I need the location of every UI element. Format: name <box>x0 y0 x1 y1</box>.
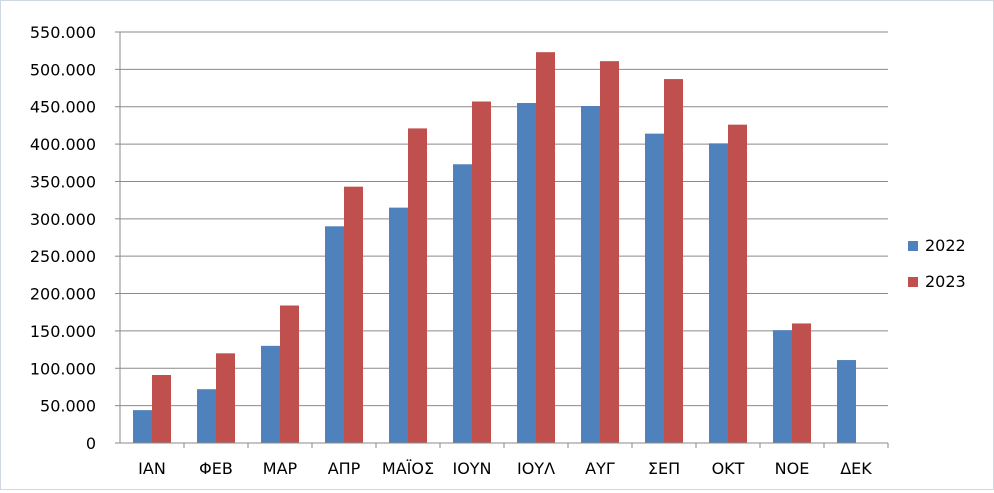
bar-2023-5 <box>408 128 427 443</box>
bar-2023-1 <box>152 374 171 443</box>
bars <box>133 52 856 444</box>
bar-2023-3 <box>280 305 299 443</box>
x-tick-label: ΙΟΥΛ <box>517 459 555 478</box>
legend-label: 2022 <box>925 236 966 255</box>
y-tick-label: 300.000 <box>30 210 96 229</box>
x-tick-label: ΟΚΤ <box>712 459 745 478</box>
bar-2023-6 <box>472 101 491 443</box>
bar-2023-7 <box>536 52 555 444</box>
y-tick-label: 200.000 <box>30 285 96 304</box>
y-tick-label: 500.000 <box>30 60 96 79</box>
bar-2022-3 <box>261 345 280 443</box>
legend: 2022 2023 <box>908 236 966 291</box>
bar-2022-2 <box>197 389 216 443</box>
legend-swatch <box>908 241 918 251</box>
bar-2022-1 <box>133 410 152 443</box>
legend-label: 2023 <box>925 272 966 291</box>
x-tick-label: ΙΟΥΝ <box>452 459 491 478</box>
legend-swatch <box>908 277 918 287</box>
x-tick-label: ΦΕΒ <box>199 459 233 478</box>
bar-2022-8 <box>581 105 600 443</box>
bar-2022-5 <box>389 207 408 443</box>
x-tick-label: ΜΑΪΟΣ <box>382 459 434 478</box>
x-tick-label: ΙΑΝ <box>138 459 166 478</box>
y-tick-label: 350.000 <box>30 172 96 191</box>
x-tick-label: ΔΕΚ <box>840 459 872 478</box>
bar-2022-9 <box>645 133 664 443</box>
x-tick-label: ΝΟΕ <box>775 459 810 478</box>
y-tick-label: 150.000 <box>30 322 96 341</box>
bar-2023-10 <box>728 124 747 444</box>
bar-2023-11 <box>792 323 811 443</box>
x-tick-label: ΑΠΡ <box>328 459 361 478</box>
x-tick-label: ΑΥΓ <box>585 459 615 478</box>
y-tick-label: 400.000 <box>30 135 96 154</box>
bar-2023-8 <box>600 61 619 443</box>
x-axis: ΙΑΝ ΦΕΒ ΜΑΡ ΑΠΡ ΜΑΪΟΣ ΙΟΥΝ ΙΟΥΛ ΑΥΓ ΣΕΠ ΟΚΤ ΝΟΕ ΔΕΚ <box>120 442 889 478</box>
y-tick-label: 100.000 <box>30 359 96 378</box>
bar-2022-10 <box>709 143 728 444</box>
y-tick-label: 450.000 <box>30 98 96 117</box>
bar-2023-9 <box>664 79 683 443</box>
bar-2022-4 <box>325 226 344 443</box>
bar-2022-6 <box>453 164 472 443</box>
y-tick-label: 50.000 <box>40 397 96 416</box>
bar-2022-11 <box>773 330 792 443</box>
x-tick-label: ΜΑΡ <box>263 459 298 478</box>
y-tick-label: 0 <box>86 434 96 453</box>
bar-2023-4 <box>344 186 363 443</box>
bar-2022-12 <box>837 360 856 443</box>
x-tick-label: ΣΕΠ <box>648 459 680 478</box>
y-axis: 0 50.000 100.000 150.000 200.000 250.000 300.0… <box>30 23 121 453</box>
bar-2023-2 <box>216 353 235 443</box>
bar-2022-7 <box>517 102 536 443</box>
y-tick-label: 250.000 <box>30 247 96 266</box>
gridlines <box>120 31 888 444</box>
y-tick-label: 550.000 <box>30 23 96 42</box>
